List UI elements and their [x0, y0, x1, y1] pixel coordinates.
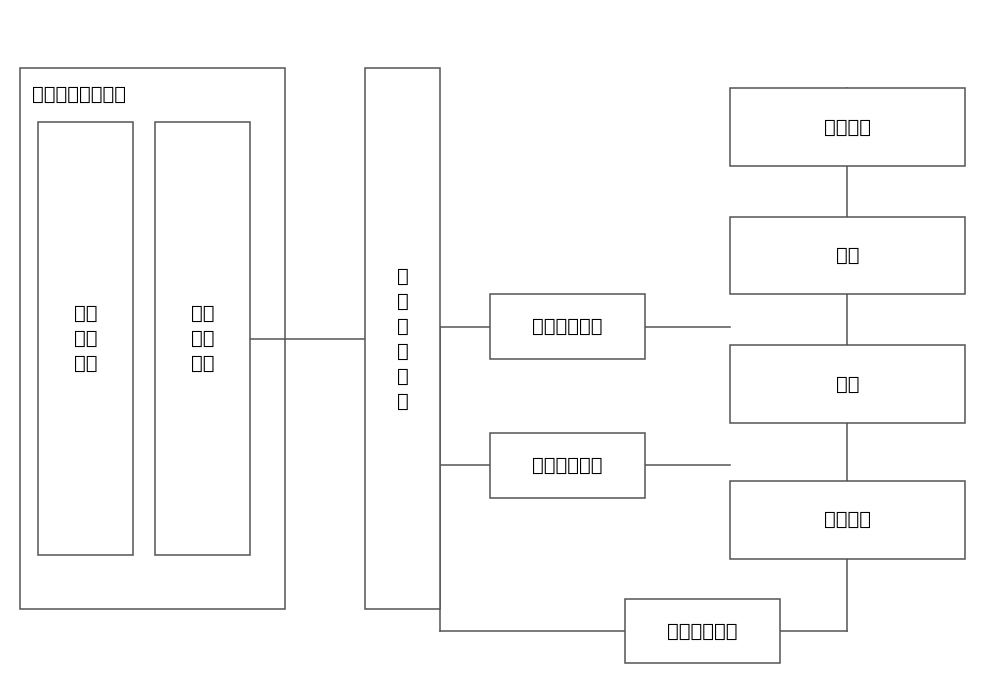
Bar	[730, 88, 965, 166]
Text: 数据
接收
单元: 数据 接收 单元	[191, 304, 214, 373]
Bar	[490, 433, 645, 498]
Text: 数据
处理
单元: 数据 处理 单元	[74, 304, 97, 373]
Text: 第二测温元件: 第二测温元件	[532, 456, 603, 475]
Text: 冷却系统: 冷却系统	[824, 510, 871, 529]
Text: 第三测温元件: 第三测温元件	[532, 317, 603, 336]
Bar	[730, 217, 965, 294]
Bar	[20, 68, 285, 609]
Bar	[625, 599, 780, 663]
Text: 加热装置: 加热装置	[824, 117, 871, 137]
Text: 温
度
采
集
系
统: 温 度 采 集 系 统	[397, 267, 408, 410]
Text: 铸锭: 铸锭	[836, 246, 859, 265]
Text: 铸模: 铸模	[836, 374, 859, 394]
Bar	[38, 122, 133, 555]
Bar	[365, 68, 440, 609]
Text: 第一测温元件: 第一测温元件	[667, 621, 738, 641]
Bar	[730, 481, 965, 559]
Bar	[155, 122, 250, 555]
Bar	[490, 294, 645, 359]
Bar	[730, 345, 965, 423]
Text: 换热系数计算模块: 换热系数计算模块	[32, 85, 126, 104]
